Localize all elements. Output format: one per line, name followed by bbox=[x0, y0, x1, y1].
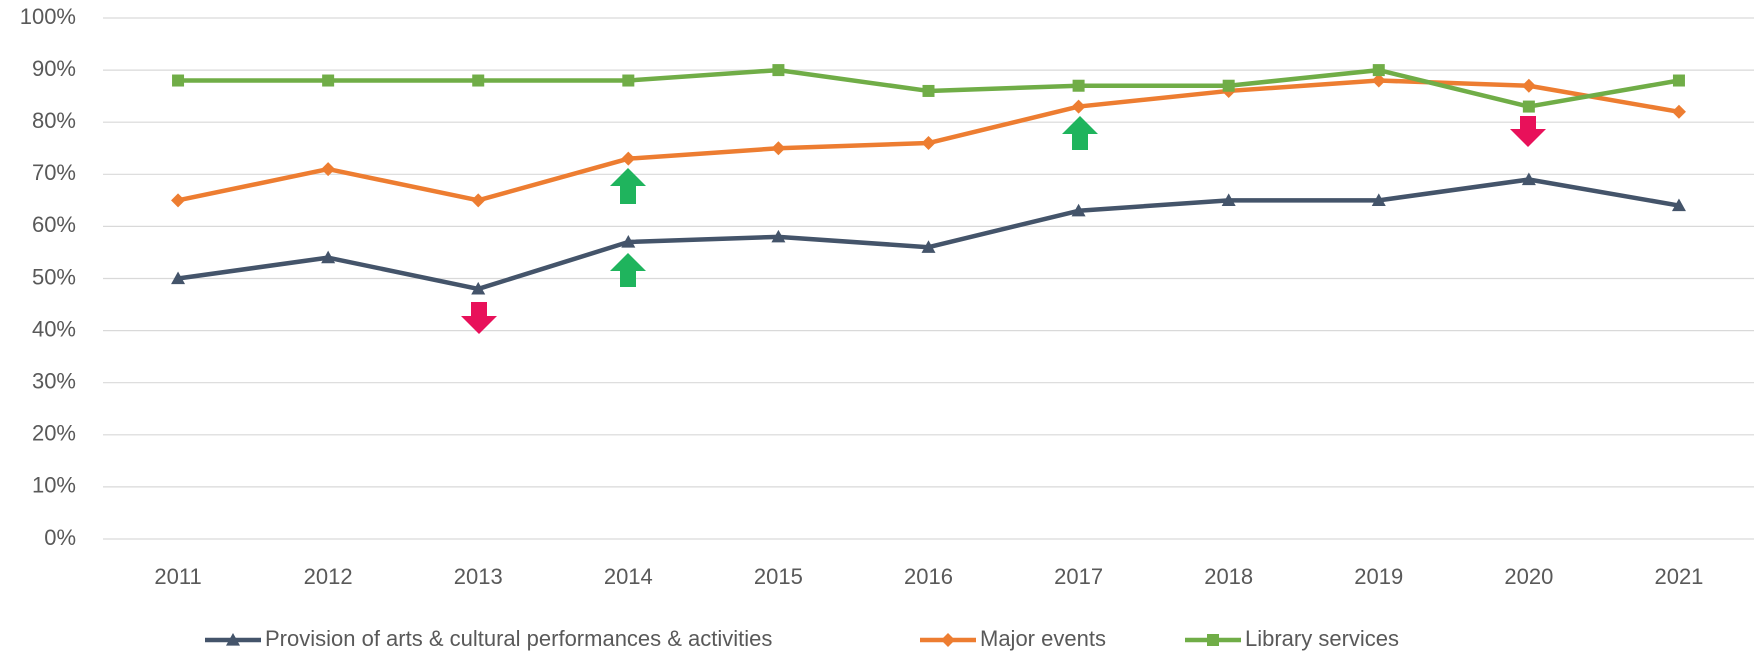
marker bbox=[471, 281, 486, 295]
marker bbox=[172, 74, 185, 87]
marker bbox=[922, 84, 935, 97]
x-tick-label: 2012 bbox=[304, 564, 353, 589]
marker bbox=[1222, 79, 1235, 92]
marker bbox=[1071, 203, 1086, 217]
marker bbox=[1072, 79, 1085, 92]
marker bbox=[771, 229, 786, 243]
marker bbox=[1207, 634, 1219, 646]
y-tick-label: 80% bbox=[32, 108, 76, 133]
y-tick-label: 10% bbox=[32, 473, 76, 498]
legend: Provision of arts & cultural performance… bbox=[205, 626, 1399, 651]
series-line bbox=[177, 177, 1680, 292]
marker bbox=[1071, 99, 1086, 114]
up-arrow bbox=[1062, 116, 1098, 150]
marker bbox=[472, 74, 485, 87]
marker bbox=[771, 141, 786, 156]
marker bbox=[321, 162, 336, 177]
marker bbox=[471, 193, 486, 208]
down-arrow bbox=[461, 302, 497, 334]
marker bbox=[1521, 172, 1536, 186]
y-tick-label: 40% bbox=[32, 316, 76, 341]
marker bbox=[171, 271, 186, 285]
marker bbox=[321, 250, 336, 264]
legend-label: Major events bbox=[980, 626, 1106, 651]
marker bbox=[1521, 78, 1536, 93]
marker bbox=[921, 136, 936, 151]
y-tick-label: 0% bbox=[44, 525, 76, 550]
marker bbox=[1372, 64, 1385, 77]
y-tick-label: 20% bbox=[32, 421, 76, 446]
marker bbox=[1671, 104, 1686, 119]
x-tick-label: 2013 bbox=[454, 564, 503, 589]
marker bbox=[621, 151, 636, 166]
marker bbox=[772, 64, 785, 77]
down-arrow bbox=[1510, 116, 1546, 147]
marker bbox=[1371, 193, 1386, 206]
up-arrow bbox=[610, 253, 646, 287]
y-tick-label: 60% bbox=[32, 212, 76, 237]
x-tick-label: 2016 bbox=[904, 564, 953, 589]
x-tick-label: 2014 bbox=[604, 564, 653, 589]
marker bbox=[621, 235, 636, 248]
x-tick-label: 2011 bbox=[154, 564, 201, 589]
legend-label: Provision of arts & cultural performance… bbox=[265, 626, 772, 651]
legend-label: Library services bbox=[1245, 626, 1399, 651]
series bbox=[171, 172, 1686, 295]
marker bbox=[1671, 198, 1686, 212]
x-tick-label: 2019 bbox=[1354, 564, 1403, 589]
x-tick-label: 2015 bbox=[754, 564, 803, 589]
marker bbox=[1522, 100, 1535, 113]
marker bbox=[322, 74, 335, 87]
x-tick-label: 2020 bbox=[1504, 564, 1553, 589]
x-tick-label: 2021 bbox=[1654, 564, 1703, 589]
marker bbox=[226, 633, 240, 646]
y-tick-label: 30% bbox=[32, 369, 76, 394]
marker bbox=[941, 633, 955, 647]
marker bbox=[921, 240, 936, 253]
x-tick-label: 2017 bbox=[1054, 564, 1103, 589]
series bbox=[172, 64, 1685, 113]
y-tick-label: 90% bbox=[32, 56, 76, 81]
marker bbox=[171, 193, 186, 208]
x-tick-label: 2018 bbox=[1204, 564, 1253, 589]
marker bbox=[1221, 193, 1236, 206]
y-tick-label: 70% bbox=[32, 160, 76, 185]
marker bbox=[1672, 74, 1685, 87]
up-arrow bbox=[610, 168, 646, 204]
marker bbox=[622, 74, 635, 87]
y-tick-label: 50% bbox=[32, 264, 76, 289]
annotation-arrows bbox=[461, 116, 1546, 334]
marker bbox=[1371, 73, 1386, 88]
y-tick-label: 100% bbox=[20, 4, 76, 29]
